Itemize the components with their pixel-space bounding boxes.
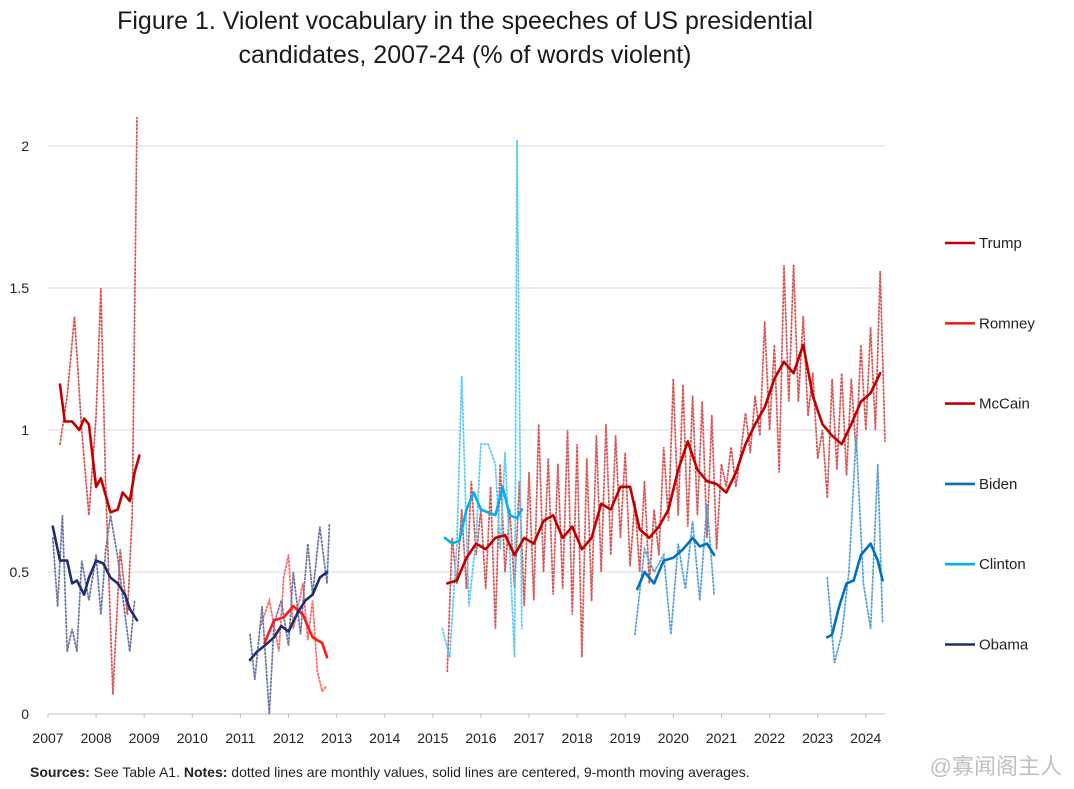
legend-label-clinton: Clinton	[979, 556, 1026, 573]
x-tick-label-2017: 2017	[513, 730, 544, 746]
x-tick-label-2023: 2023	[802, 730, 833, 746]
x-tick-label-2011: 2011	[225, 730, 255, 746]
x-tick-label-2014: 2014	[369, 730, 400, 746]
legend-label-mccain: McCain	[979, 396, 1030, 413]
x-tick-label-2013: 2013	[321, 730, 352, 746]
y-tick-label-1: 0.5	[10, 564, 30, 580]
series-group	[51, 116, 886, 715]
series-biden-monthly-1	[826, 435, 884, 664]
series-biden-average-0	[636, 536, 716, 591]
chart-footer: Sources: See Table A1. Notes: dotted lin…	[30, 764, 750, 780]
x-tick-label-2022: 2022	[754, 730, 785, 746]
y-tick-label-0: 0	[21, 706, 29, 722]
x-tick-label-2024: 2024	[850, 730, 881, 746]
series-mccain-monthly-0	[59, 116, 138, 695]
legend-label-obama: Obama	[979, 637, 1029, 654]
series-clinton-monthly-0	[441, 140, 523, 658]
legend-label-romney: Romney	[979, 315, 1035, 332]
sources-text: See Table A1.	[89, 764, 184, 780]
y-tick-label-4: 2	[21, 138, 29, 154]
x-tick-label-2010: 2010	[177, 730, 208, 746]
series-romney-monthly-0	[258, 554, 328, 694]
chart-title-line-1: Figure 1. Violent vocabulary in the spee…	[117, 7, 813, 35]
notes-label: Notes:	[183, 764, 228, 780]
watermark: @寡闻阁主人	[929, 754, 1062, 779]
x-tick-label-2007: 2007	[32, 730, 63, 746]
series-obama-average-1	[248, 570, 329, 662]
legend: Trump Romney McCain Biden Clinton Obama	[945, 235, 1035, 654]
series-biden-average-1	[826, 542, 884, 639]
series-obama-monthly-1	[249, 522, 331, 715]
chart-title: Figure 1. Violent vocabulary in the spee…	[0, 4, 930, 72]
chart-title-line-2: candidates, 2007-24 (% of words violent)	[238, 41, 692, 69]
x-tick-label-2008: 2008	[81, 730, 112, 746]
series-obama-monthly-0	[51, 515, 136, 652]
series-clinton-average-0	[443, 485, 524, 545]
x-tick-label-2018: 2018	[562, 730, 593, 746]
x-tick-label-2020: 2020	[658, 730, 689, 746]
x-tick-label-2015: 2015	[417, 730, 448, 746]
legend-label-trump: Trump	[979, 235, 1022, 252]
series-trump-monthly-0	[446, 265, 886, 673]
y-axis-ticks: 0 0.5 1 1.5 2	[10, 138, 30, 722]
x-tick-label-2012: 2012	[273, 730, 304, 746]
x-axis-ticks: 2007 2008 2009 2010 2011 2012 2013 2014 2015 2016…	[32, 714, 882, 746]
series-mccain-average-0	[58, 383, 141, 514]
x-tick-label-2009: 2009	[129, 730, 160, 746]
x-tick-label-2016: 2016	[465, 730, 496, 746]
legend-label-biden: Biden	[979, 476, 1017, 493]
grid-lines	[48, 145, 885, 715]
y-tick-label-2: 1	[21, 422, 29, 438]
y-tick-label-3: 1.5	[10, 280, 30, 296]
x-tick-label-2019: 2019	[610, 730, 641, 746]
x-tick-label-2021: 2021	[706, 730, 737, 746]
notes-text: dotted lines are monthly values, solid l…	[227, 764, 750, 780]
sources-label: Sources:	[30, 764, 90, 780]
series-obama-average-0	[51, 525, 139, 622]
series-biden-monthly-0	[634, 503, 716, 636]
series-trump-average-0	[446, 343, 882, 585]
